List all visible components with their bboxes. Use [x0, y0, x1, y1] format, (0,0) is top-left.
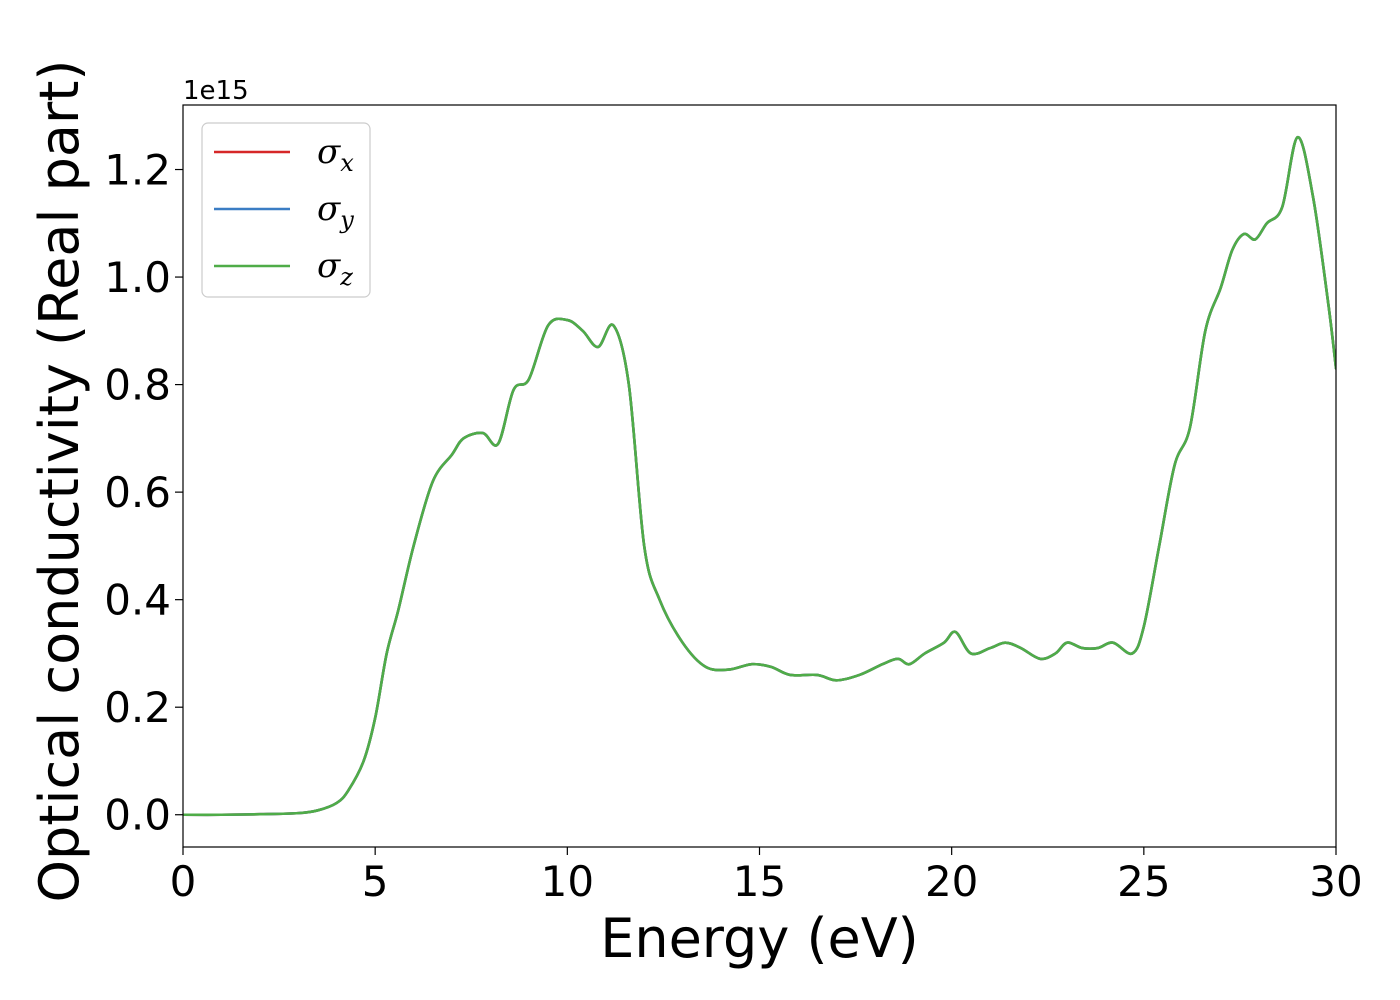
series-line-sigma-z	[183, 135, 1336, 817]
y-tick-label: 1.2	[104, 146, 171, 195]
x-tick-label: 30	[1309, 857, 1362, 906]
y-tick-label: 0.8	[104, 361, 171, 410]
legend-subscript: z	[339, 263, 353, 291]
y-axis-label: Optical conductivity (Real part)	[28, 60, 91, 903]
x-tick-label: 15	[733, 857, 786, 906]
legend-subscript: y	[339, 206, 354, 234]
legend-symbol: σ	[317, 246, 341, 286]
y-tick-label: 0.2	[104, 683, 171, 732]
x-tick-label: 5	[362, 857, 389, 906]
y-tick-label: 0.6	[104, 468, 171, 517]
x-tick-label: 25	[1117, 857, 1170, 906]
y-tick-label: 0.4	[104, 576, 171, 625]
legend-label-sigma-y: σy	[317, 189, 354, 234]
legend-symbol: σ	[317, 132, 341, 172]
x-tick-label: 20	[925, 857, 978, 906]
y-offset-label: 1e15	[183, 76, 249, 106]
x-tick-label: 0	[170, 857, 197, 906]
x-tick-label: 10	[541, 857, 594, 906]
ticks-layer: 0 5 10 15 20 25 30 0.0 0.2 0.4 0.6 0.8 1.0 1.2	[104, 146, 1363, 906]
legend-label-sigma-z: σz	[317, 246, 353, 291]
y-tick-label: 0.0	[104, 791, 171, 840]
series-layer	[183, 135, 1336, 817]
legend-subscript: x	[340, 149, 354, 177]
x-axis-label: Energy (eV)	[600, 907, 919, 970]
legend-label-sigma-x: σx	[317, 132, 354, 177]
legend-symbol: σ	[317, 189, 341, 229]
y-tick-label: 1.0	[104, 253, 171, 302]
plot-frame	[182, 104, 1337, 848]
